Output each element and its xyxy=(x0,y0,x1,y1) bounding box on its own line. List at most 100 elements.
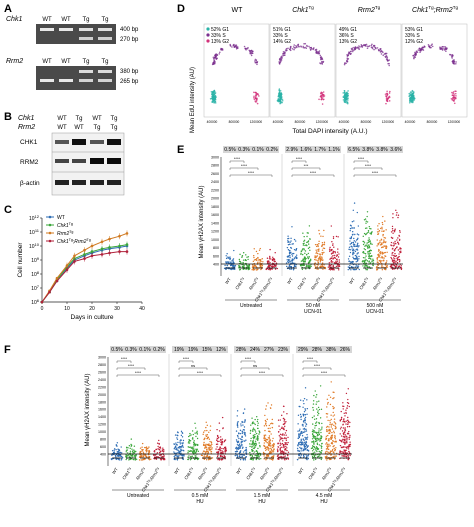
dot xyxy=(247,258,249,261)
facet-percent: 33% S xyxy=(273,33,288,39)
facet-title: Rrm2Tg xyxy=(358,5,381,14)
g2-point xyxy=(450,97,453,100)
dot xyxy=(339,439,342,442)
gel2-band-label: 380 bp xyxy=(120,69,139,75)
dot xyxy=(369,227,371,230)
sig-bracket xyxy=(178,374,222,377)
dot xyxy=(383,230,385,232)
dot xyxy=(245,446,247,449)
dot xyxy=(350,245,353,247)
dot xyxy=(295,254,298,256)
dot xyxy=(219,448,221,451)
dot xyxy=(306,407,309,410)
data-point xyxy=(90,254,94,258)
dot xyxy=(157,445,159,448)
s-point xyxy=(361,46,364,48)
panel-d-letter: D xyxy=(177,3,185,15)
dot xyxy=(379,252,381,254)
dot xyxy=(397,249,400,251)
dot xyxy=(268,266,270,268)
g2-point xyxy=(254,100,256,102)
g2-point xyxy=(318,98,320,101)
genotype-sup: Tg xyxy=(321,288,326,293)
dot xyxy=(347,448,350,450)
dot xyxy=(254,418,256,421)
panel-d-ylabel: Mean EdU intensity (AU) xyxy=(190,67,196,133)
dot xyxy=(392,247,394,250)
dot xyxy=(148,446,150,448)
dot xyxy=(307,243,310,245)
dot xyxy=(221,450,223,452)
g1-point xyxy=(209,97,212,100)
data-point xyxy=(100,253,104,256)
dot xyxy=(347,388,349,390)
dot xyxy=(121,457,124,459)
dot xyxy=(125,456,127,458)
dot xyxy=(295,247,298,250)
dot xyxy=(351,248,353,250)
dot xyxy=(257,252,259,255)
g1-point xyxy=(343,89,346,92)
y-tick-label: 1200 xyxy=(98,423,106,427)
dot xyxy=(318,229,320,232)
dot xyxy=(300,450,302,452)
dot xyxy=(375,267,378,269)
dot xyxy=(347,420,350,423)
dot xyxy=(131,448,133,450)
dot xyxy=(355,268,358,270)
dot xyxy=(351,220,354,223)
dot xyxy=(328,438,330,440)
dot xyxy=(331,248,333,251)
dot xyxy=(362,265,364,267)
dot xyxy=(218,451,220,453)
dot xyxy=(307,257,309,259)
dot xyxy=(177,446,180,449)
g1-point xyxy=(211,95,214,98)
genotype-sup: Tg xyxy=(340,466,345,471)
dot xyxy=(266,257,269,259)
genotype-sup: Tg xyxy=(315,276,320,281)
dot xyxy=(314,243,317,246)
s-point xyxy=(441,46,444,48)
dot xyxy=(230,262,232,264)
dot xyxy=(256,435,259,437)
dot xyxy=(148,450,150,453)
s-point xyxy=(284,51,286,54)
dot xyxy=(287,441,289,444)
dot xyxy=(280,455,282,458)
y-tick-label: 2800 xyxy=(98,363,106,367)
dot xyxy=(337,256,340,258)
dot xyxy=(312,406,314,409)
dot xyxy=(364,266,366,268)
dot xyxy=(121,452,123,454)
dot xyxy=(288,265,291,267)
group-dose: HU xyxy=(196,499,204,505)
dot xyxy=(196,458,199,461)
dot xyxy=(346,426,349,428)
data-point xyxy=(108,251,111,255)
g1-point xyxy=(342,92,345,94)
dot xyxy=(249,458,252,460)
dot xyxy=(190,447,193,449)
dot xyxy=(328,443,330,446)
dot xyxy=(244,421,246,423)
dot xyxy=(236,424,239,426)
dot xyxy=(342,441,345,443)
dot xyxy=(364,264,367,266)
dot xyxy=(218,440,220,443)
dot xyxy=(253,451,255,453)
dot xyxy=(173,458,175,460)
dot xyxy=(301,249,303,251)
dot xyxy=(309,238,311,240)
legend-marker xyxy=(48,239,52,243)
dot xyxy=(327,401,329,404)
dot xyxy=(319,259,322,262)
dot xyxy=(312,423,314,425)
dot xyxy=(270,450,273,452)
dot xyxy=(299,446,301,449)
dot xyxy=(282,440,284,442)
dot xyxy=(253,266,255,268)
dot xyxy=(317,439,320,441)
dot xyxy=(350,266,353,268)
dot xyxy=(160,456,162,458)
